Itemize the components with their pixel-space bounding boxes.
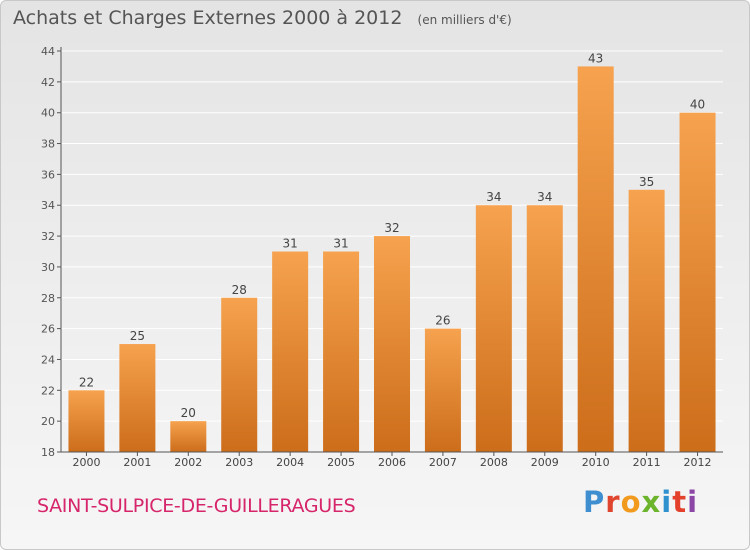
- value-label: 43: [588, 51, 603, 65]
- y-tick-label: 34: [41, 199, 55, 212]
- y-tick-label: 30: [41, 261, 55, 274]
- bar-2001: [119, 344, 156, 452]
- bar-2000: [68, 390, 105, 452]
- bar-2011: [628, 189, 665, 453]
- bar-2009: [526, 205, 563, 452]
- x-tick-label: 2004: [276, 456, 304, 469]
- bar-2005: [323, 251, 360, 452]
- proxiti-logo: Proxiti: [583, 485, 699, 519]
- chart-title: Achats et Charges Externes 2000 à 2012 (…: [13, 7, 512, 29]
- value-label: 31: [333, 237, 348, 251]
- bar-2012: [679, 112, 716, 452]
- x-tick-label: 2002: [174, 456, 202, 469]
- y-tick-label: 36: [41, 168, 55, 181]
- y-tick-label: 24: [41, 353, 55, 366]
- y-tick-label: 42: [41, 76, 55, 89]
- value-label: 34: [537, 190, 552, 204]
- bar-2003: [221, 297, 258, 452]
- x-tick-label: 2011: [633, 456, 661, 469]
- y-tick-label: 18: [41, 446, 55, 459]
- value-label: 25: [130, 329, 145, 343]
- commune-name: SAINT-SULPICE-DE-GUILLERAGUES: [37, 495, 356, 517]
- title-text: Achats et Charges Externes 2000 à 2012: [13, 7, 403, 29]
- value-label: 26: [435, 314, 450, 328]
- value-label: 32: [384, 221, 399, 235]
- y-tick-label: 26: [41, 323, 55, 336]
- value-label: 22: [79, 375, 94, 389]
- x-tick-label: 2008: [480, 456, 508, 469]
- bar-2008: [475, 205, 512, 452]
- y-tick-label: 28: [41, 292, 55, 305]
- bar-2002: [170, 421, 207, 452]
- bar-2004: [272, 251, 309, 452]
- unit-text: (en milliers d'€): [417, 13, 512, 27]
- value-label: 20: [181, 406, 196, 420]
- bar-2007: [424, 328, 461, 452]
- value-label: 31: [283, 237, 298, 251]
- x-tick-label: 2010: [582, 456, 610, 469]
- value-label: 40: [690, 98, 705, 112]
- axes: [57, 47, 723, 456]
- y-tick-label: 32: [41, 230, 55, 243]
- x-tick-label: 2009: [531, 456, 559, 469]
- bar-2006: [374, 236, 410, 452]
- y-tick-label: 20: [41, 415, 55, 428]
- value-label: 35: [639, 175, 654, 189]
- x-tick-label: 2006: [378, 456, 406, 469]
- value-label: 34: [486, 190, 501, 204]
- y-tick-label: 22: [41, 384, 55, 397]
- x-tick-label: 2005: [327, 456, 355, 469]
- bars: [68, 66, 716, 453]
- value-label: 28: [232, 283, 247, 297]
- labels: 18 20 22 24 26 28 30 32 34 36 38 40 42 44 22 2000 25 2001…: [41, 45, 712, 469]
- x-tick-label: 2000: [72, 456, 100, 469]
- y-tick-label: 38: [41, 138, 55, 151]
- y-tick-label: 44: [41, 45, 55, 58]
- x-tick-label: 2003: [225, 456, 253, 469]
- x-tick-label: 2007: [429, 456, 457, 469]
- x-tick-label: 2012: [684, 456, 712, 469]
- bar-2010: [577, 66, 614, 452]
- y-tick-label: 40: [41, 107, 55, 120]
- x-tick-label: 2001: [123, 456, 151, 469]
